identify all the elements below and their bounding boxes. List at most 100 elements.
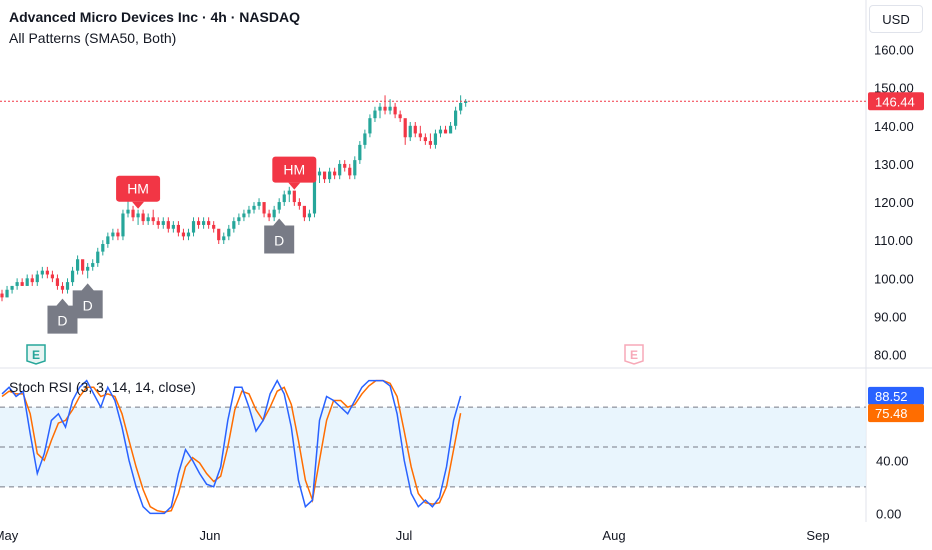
candle <box>55 274 60 290</box>
candle <box>151 209 155 225</box>
hm-marker-pointer <box>132 201 145 209</box>
candle <box>277 198 281 214</box>
candle-body <box>70 270 75 283</box>
hm-marker-pointer <box>288 182 301 190</box>
candle <box>81 259 85 275</box>
candle <box>343 160 347 172</box>
candle-body <box>222 236 226 241</box>
candle <box>35 270 39 286</box>
candle <box>207 217 211 229</box>
time-axis[interactable]: May Jun Jul Aug Sep <box>0 528 830 543</box>
candle-body <box>433 133 438 145</box>
candle <box>459 95 463 115</box>
candle-body <box>368 118 372 134</box>
candle <box>454 106 458 130</box>
d-pattern-marker: D <box>264 218 295 254</box>
candle <box>0 289 4 302</box>
candle-body <box>252 205 256 210</box>
candle-body <box>50 274 54 279</box>
candle-body <box>91 263 95 267</box>
candle <box>302 205 306 222</box>
candle-body <box>353 160 357 176</box>
currency-button[interactable]: USD <box>869 5 923 33</box>
d-pattern-marker: D <box>72 283 103 319</box>
candle-body <box>45 270 49 275</box>
candle <box>348 163 352 180</box>
candle <box>393 102 397 119</box>
d-pattern-marker: D <box>47 298 78 334</box>
candle-body <box>35 274 39 283</box>
hm-marker-box <box>116 175 161 202</box>
hm-marker-label: HM <box>283 162 305 178</box>
candle <box>121 209 125 241</box>
candle <box>60 282 65 294</box>
candle-body <box>166 221 170 229</box>
candle-body <box>464 101 468 103</box>
candle <box>408 122 412 142</box>
candle-body <box>292 190 296 203</box>
candle-body <box>15 282 19 286</box>
candle <box>363 129 367 149</box>
candle <box>358 141 362 164</box>
candle <box>50 270 54 283</box>
candle <box>146 213 150 225</box>
candle-body <box>454 110 458 126</box>
candle <box>30 274 34 286</box>
candle-body <box>202 221 206 225</box>
price-axis[interactable]: 170.00160.00150.00140.00130.00120.00110.… <box>868 4 924 521</box>
candle-body <box>30 278 34 283</box>
price-tick-label: 140.00 <box>874 119 914 134</box>
candle <box>25 274 29 286</box>
candle-body <box>428 141 432 145</box>
candle-body <box>20 282 24 286</box>
candle <box>403 118 407 145</box>
time-tick-label: Aug <box>602 528 625 543</box>
candle-body <box>0 293 4 298</box>
candle <box>413 122 417 138</box>
candle <box>91 259 95 271</box>
candle-body <box>111 232 115 237</box>
last-price-label: 146.44 <box>875 94 915 109</box>
candle <box>176 221 180 237</box>
candle <box>292 190 296 206</box>
candle <box>15 278 19 290</box>
price-tick-label: 100.00 <box>874 271 914 286</box>
candle-body <box>267 213 271 218</box>
d-marker-box <box>72 283 103 319</box>
candle-body <box>403 118 407 138</box>
candle <box>262 202 266 218</box>
candle-body <box>126 209 130 214</box>
candle <box>96 247 100 267</box>
earnings-badge <box>624 344 644 365</box>
price-tick-label: 160.00 <box>874 43 914 58</box>
candle-body <box>328 171 332 180</box>
earnings-badge <box>26 344 46 365</box>
candle-body <box>96 251 100 264</box>
price-tick-label: 90.00 <box>874 309 907 324</box>
stoch-k-badge <box>868 386 924 405</box>
candle-body <box>333 171 337 176</box>
candle <box>116 228 120 241</box>
candle-body <box>186 232 191 237</box>
candle-body <box>408 125 412 138</box>
candle-body <box>101 244 105 252</box>
candle-body <box>257 202 261 206</box>
candlestick-series <box>0 95 468 302</box>
candle-body <box>217 228 221 241</box>
stoch-band <box>0 406 866 488</box>
candle-body <box>146 217 150 222</box>
candle-body <box>5 289 9 298</box>
candle-body <box>141 213 145 222</box>
candle-body <box>322 171 327 180</box>
candle-body <box>378 106 382 111</box>
candle <box>45 266 49 279</box>
candle <box>76 255 80 275</box>
d-marker-label: D <box>57 313 67 329</box>
price-tick-label: 80.00 <box>874 348 907 363</box>
price-tick-label: 120.00 <box>874 195 914 210</box>
hm-pattern-marker: HM <box>116 175 161 209</box>
candle <box>433 129 438 149</box>
candle <box>202 217 206 229</box>
d-marker-label: D <box>83 297 93 313</box>
